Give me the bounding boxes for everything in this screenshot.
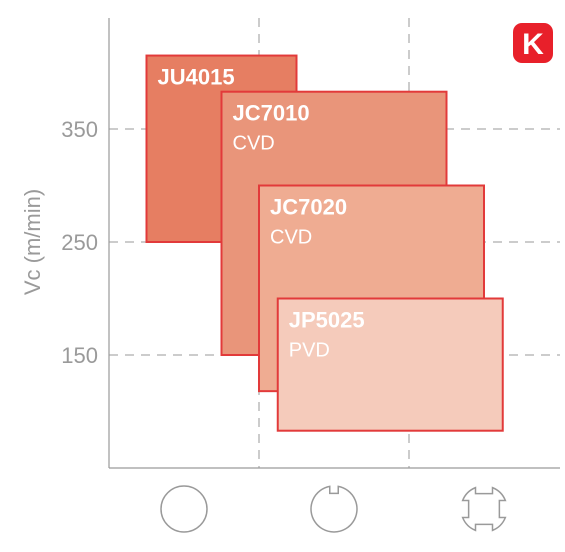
solid-circle-icon [160, 485, 208, 533]
badge-letter: K [522, 28, 544, 61]
badge-background [513, 23, 553, 63]
grade-name-label: JP5025 [289, 308, 365, 333]
y-tick-label: 250 [61, 230, 98, 255]
notched-circle-icon [310, 485, 358, 533]
grade-bars: JU4015 JC7010 CVD JC7020 CVD JP5025 PVD [145, 54, 504, 432]
y-tick-labels: 150 250 350 [61, 117, 98, 368]
y-tick-label: 150 [61, 343, 98, 368]
grade-coating-label: CVD [233, 133, 275, 155]
cross-notched-circle-icon [461, 486, 507, 532]
grade-rect [276, 297, 504, 432]
grade-name-label: JC7010 [233, 101, 310, 126]
category-icons [160, 485, 507, 533]
grade-coating-label: CVD [270, 227, 312, 249]
grade-name-label: JU4015 [158, 65, 235, 90]
circle-outline [160, 485, 208, 533]
y-axis-title: Vc (m/min) [20, 189, 45, 295]
notched-outline [310, 485, 358, 533]
grade-name-label: JC7020 [270, 195, 347, 220]
axes [108, 18, 560, 469]
cross-notched-outline [461, 486, 507, 532]
grade-coating-label: PVD [289, 340, 330, 362]
material-badge: K [513, 23, 553, 63]
y-tick-label: 350 [61, 117, 98, 142]
grade-bar-jp5025: JP5025 PVD [276, 297, 504, 432]
